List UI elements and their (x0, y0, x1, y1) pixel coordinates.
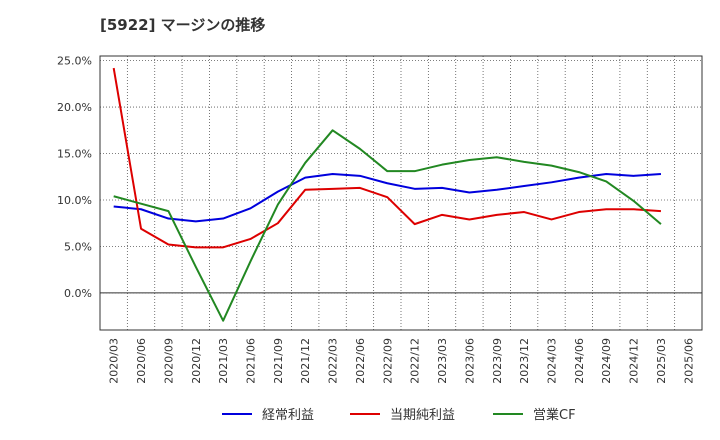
x-tick-label: 2021/12 (299, 338, 312, 384)
x-tick-label: 2022/12 (409, 338, 422, 384)
x-tick-label: 2023/03 (436, 338, 449, 384)
x-tick-label: 2023/09 (491, 338, 504, 384)
series-line (113, 129, 662, 322)
series-lines (112, 67, 662, 322)
chart-title: [5922] マージンの推移 (100, 16, 266, 34)
x-tick-label: 2022/09 (381, 338, 394, 384)
legend: 経常利益 当期純利益 営業CF (222, 407, 576, 423)
x-tick-label: 2020/09 (162, 338, 175, 384)
x-tick-label: 2020/06 (135, 338, 148, 384)
series-line (113, 172, 662, 223)
x-tick-label: 2023/06 (463, 338, 476, 384)
y-tick-label: 25.0% (57, 55, 92, 68)
x-tick-label: 2025/03 (655, 338, 668, 384)
plot-frame (99, 55, 703, 331)
x-tick-label: 2020/12 (190, 338, 203, 384)
x-tick-label: 2024/12 (628, 338, 641, 384)
x-tick-label: 2025/06 (682, 338, 695, 384)
x-tick-label: 2024/09 (600, 338, 613, 384)
y-tick-label: 20.0% (57, 101, 92, 114)
x-tick-label: 2022/03 (327, 338, 340, 384)
x-tick-label: 2024/06 (573, 338, 586, 384)
legend-label: 経常利益 (262, 408, 314, 423)
y-tick-label: 5.0% (64, 240, 92, 253)
axes: 25.0% 20.0% 15.0% 10.0% 5.0% 0.0% 2020/03 2020/… (57, 55, 703, 384)
x-tick-label: 2022/06 (354, 338, 367, 384)
y-tick-label: 15.0% (57, 148, 92, 161)
y-tick-label: 10.0% (57, 194, 92, 207)
x-tick-label: 2021/06 (245, 338, 258, 384)
x-tick-label: 2023/12 (518, 338, 531, 384)
legend-label: 当期純利益 (390, 408, 455, 423)
series-line (112, 67, 662, 249)
x-tick-label: 2021/09 (272, 338, 285, 384)
grid (99, 56, 703, 330)
x-tick-label: 2021/03 (217, 338, 230, 384)
x-tick-label: 2024/03 (546, 338, 559, 384)
x-tick-label: 2020/03 (108, 338, 121, 384)
legend-label: 営業CF (533, 407, 576, 423)
y-tick-label: 0.0% (64, 287, 92, 300)
